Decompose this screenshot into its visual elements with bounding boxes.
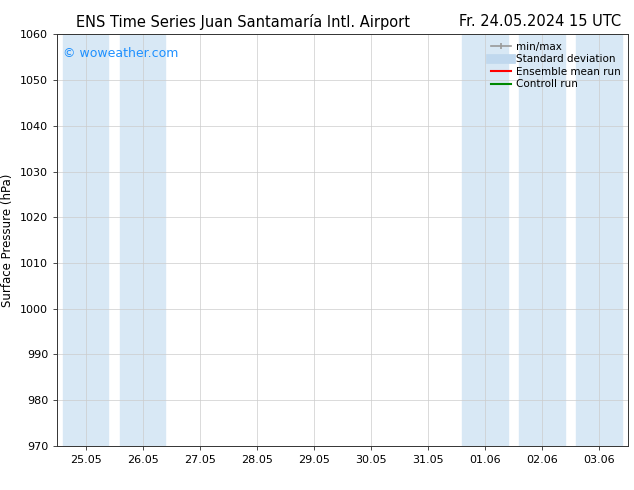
Bar bbox=[519, 34, 565, 446]
Bar bbox=[63, 34, 108, 446]
Bar bbox=[576, 34, 622, 446]
Legend: min/max, Standard deviation, Ensemble mean run, Controll run: min/max, Standard deviation, Ensemble me… bbox=[486, 37, 624, 94]
Bar bbox=[462, 34, 508, 446]
Text: Fr. 24.05.2024 15 UTC: Fr. 24.05.2024 15 UTC bbox=[459, 14, 621, 29]
Y-axis label: Surface Pressure (hPa): Surface Pressure (hPa) bbox=[1, 173, 15, 307]
Text: ENS Time Series Juan Santamaría Intl. Airport: ENS Time Series Juan Santamaría Intl. Ai… bbox=[76, 14, 410, 30]
Text: © woweather.com: © woweather.com bbox=[63, 47, 178, 60]
Bar bbox=[120, 34, 165, 446]
